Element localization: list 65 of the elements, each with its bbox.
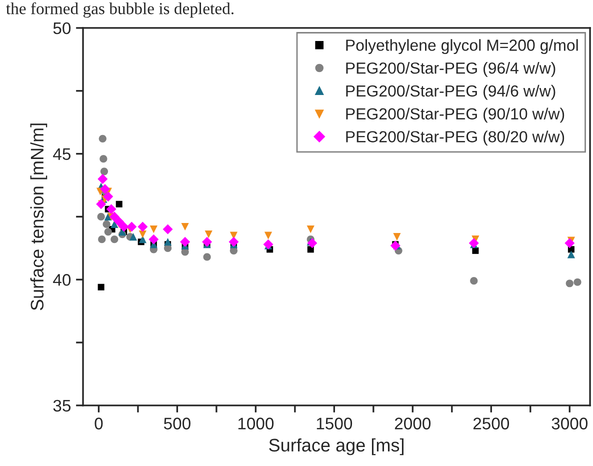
point — [98, 284, 104, 290]
point — [100, 184, 110, 194]
x-tick-label: 1500 — [316, 418, 352, 430]
point — [138, 222, 148, 232]
x-tick-label: 2500 — [473, 418, 510, 430]
legend-label: PEG200/Star-PEG (94/6 w/w) — [346, 84, 556, 100]
point — [104, 228, 112, 236]
point — [129, 233, 138, 241]
y-tick-label: 35 — [53, 400, 71, 412]
point — [98, 174, 108, 184]
y-tick-label: 40 — [53, 274, 71, 286]
point — [228, 236, 239, 247]
legend-label: PEG200/Star-PEG (90/10 w/w) — [346, 108, 564, 123]
point — [567, 250, 575, 258]
legend-label: PEG200/Star-PEG (80/20 w/w) — [346, 130, 564, 146]
x-tick-label: 0 — [94, 418, 103, 430]
point — [307, 246, 314, 253]
point — [110, 236, 118, 244]
x-tick-label: 500 — [164, 418, 190, 430]
point — [162, 224, 173, 234]
point — [100, 168, 108, 176]
x-tick-label: 2000 — [394, 418, 431, 430]
point — [118, 222, 129, 232]
point — [109, 212, 120, 222]
point — [306, 225, 314, 234]
point — [468, 238, 479, 248]
legend-label: Polyethylene glycol M=200 g/mol — [346, 39, 578, 54]
point — [102, 220, 110, 228]
point — [264, 232, 272, 240]
point — [114, 216, 124, 227]
point — [470, 277, 478, 285]
point — [263, 239, 274, 250]
point — [98, 134, 106, 142]
point — [566, 280, 574, 288]
x-tick-label: 1000 — [238, 418, 274, 430]
y-tick-label: 45 — [53, 148, 71, 160]
point — [574, 278, 582, 286]
point — [564, 238, 575, 248]
point — [390, 240, 400, 251]
point — [100, 155, 108, 163]
point — [126, 222, 137, 232]
point — [110, 220, 118, 228]
point — [472, 247, 479, 254]
point — [98, 236, 106, 244]
point — [106, 204, 116, 214]
point — [97, 212, 105, 220]
point — [116, 200, 122, 208]
x-tick-label: 3000 — [552, 418, 588, 430]
point — [202, 236, 212, 247]
y-tick-label: 50 — [53, 22, 71, 34]
point — [181, 222, 189, 231]
legend-label: PEG200/Star-PEG (96/4 w/w) — [346, 62, 556, 77]
point — [138, 230, 146, 238]
point — [150, 225, 158, 234]
point — [180, 236, 190, 247]
y-axis-title: Surface tension [mN/m] — [30, 124, 48, 310]
point — [307, 238, 318, 248]
text: the formed gas bubble is depleted. — [6, 2, 234, 18]
point — [164, 238, 172, 246]
x-axis-title: Surface age [ms] — [269, 438, 404, 456]
point — [203, 253, 211, 261]
point — [138, 236, 146, 244]
point — [148, 234, 159, 244]
point — [204, 230, 212, 238]
point — [393, 233, 401, 241]
